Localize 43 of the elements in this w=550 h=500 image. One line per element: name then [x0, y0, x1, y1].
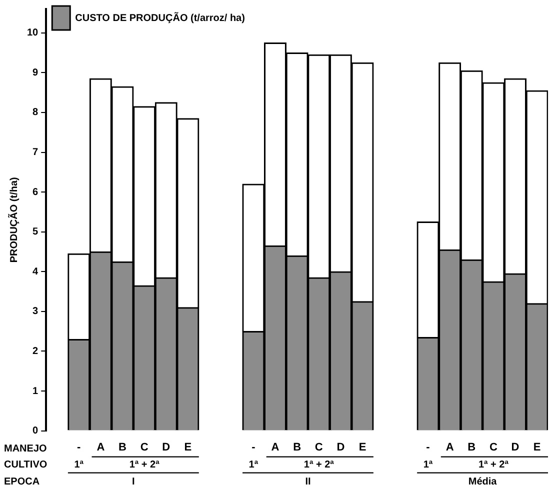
x-tick-label: -	[77, 441, 82, 454]
y-tick-label: 10	[27, 28, 39, 39]
y-tick-label: 7	[32, 147, 39, 158]
text: 1ª + 2ª	[304, 460, 334, 471]
x-tick-label: E	[184, 441, 192, 454]
y-tick-label: 2	[32, 346, 39, 357]
x-tick-label: A	[446, 441, 454, 454]
x-tick-label: C	[140, 441, 148, 454]
x-tick-label: B	[293, 441, 302, 454]
text: 1ª	[74, 460, 84, 471]
x-tick-label: -	[426, 441, 430, 454]
text: Média	[468, 476, 498, 488]
x-tick-label: B	[118, 441, 127, 454]
text: 1ª	[423, 460, 433, 471]
y-tick-label: 0	[32, 426, 39, 437]
x-tick-label: C	[314, 441, 323, 454]
x-tick-label: D	[336, 441, 345, 454]
legend-label: CUSTO DE PRODUÇÃO (t/arroz/ ha)	[75, 12, 245, 24]
text: I	[132, 476, 136, 488]
y-tick-label: 3	[32, 306, 39, 318]
x-tick-label: C	[489, 441, 498, 454]
text: CULTIVO	[4, 460, 48, 471]
text: 1ª	[248, 460, 258, 471]
text: II	[305, 476, 311, 488]
x-tick-label: D	[162, 441, 170, 454]
x-tick-label: E	[358, 441, 366, 454]
y-tick-label: 8	[32, 107, 39, 118]
x-tick-label: B	[468, 441, 476, 454]
text: EPOCA	[4, 476, 40, 488]
x-tick-label: A	[271, 441, 280, 454]
text: MANEJO	[4, 444, 48, 455]
x-tick-label: -	[252, 441, 256, 454]
x-tick-label: D	[511, 441, 520, 454]
x-tick-label: E	[533, 441, 541, 454]
y-axis-title: PRODUÇÃO (t/ha)	[8, 177, 20, 263]
x-tick-label: A	[96, 441, 105, 454]
text: 1ª + 2ª	[478, 460, 509, 471]
y-tick-label: 9	[32, 67, 39, 78]
y-tick-label: 1	[32, 386, 39, 397]
y-tick-label: 6	[32, 186, 39, 198]
y-tick-label: 4	[32, 266, 39, 278]
text: 1ª + 2ª	[129, 460, 160, 471]
y-tick-label: 5	[32, 226, 39, 238]
